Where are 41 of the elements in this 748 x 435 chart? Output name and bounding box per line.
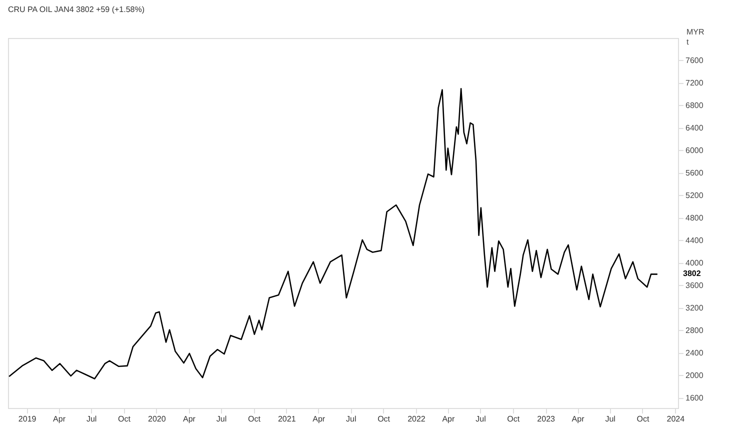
- x-tick-label: 2022: [408, 414, 426, 424]
- x-tick-label: Apr: [572, 414, 585, 424]
- x-tick-label: Jul: [605, 414, 616, 424]
- y-tick-label: 6400: [686, 123, 704, 132]
- y-tick-label: 7200: [686, 78, 704, 88]
- x-tick-label: 2023: [537, 414, 556, 424]
- x-tick-label: Apr: [442, 414, 455, 424]
- y-tick-label: 2400: [686, 348, 704, 358]
- chart-title: CRU PA OIL JAN4 3802 +59 (+1.58%): [8, 5, 145, 14]
- y-tick-label: 4800: [686, 213, 704, 222]
- y-tick-label: 5600: [686, 168, 704, 178]
- y-tick-label: 5200: [686, 190, 704, 200]
- x-tick-label: Oct: [248, 414, 262, 424]
- y-tick-label: 3200: [686, 303, 704, 312]
- y-tick-label: 7600: [686, 56, 704, 65]
- y-tick-label: 1600: [686, 393, 704, 402]
- y-tick-label: 2800: [686, 326, 704, 335]
- y-tick-label: 6800: [686, 100, 704, 110]
- x-tick-label: Oct: [378, 414, 391, 424]
- y-tick-label: 4000: [686, 258, 704, 268]
- y-tick-label: 4400: [686, 236, 704, 245]
- y-tick-label: 6000: [686, 146, 704, 155]
- y-tick-label: 2000: [686, 370, 704, 380]
- x-tick-label: Apr: [183, 414, 196, 424]
- x-tick-label: 2021: [278, 414, 296, 424]
- x-tick-label: 2024: [666, 414, 686, 424]
- x-tick-label: Oct: [118, 414, 132, 424]
- x-tick-label: Oct: [636, 414, 650, 424]
- x-tick-label: Jul: [216, 414, 227, 424]
- x-tick-label: Apr: [312, 414, 326, 424]
- x-tick-label: Jul: [346, 414, 356, 424]
- x-tick-label: 2019: [18, 414, 37, 424]
- x-tick-label: Jul: [476, 414, 486, 424]
- text: 3802: [683, 269, 702, 278]
- line-series: [8, 88, 658, 380]
- x-tick-label: Jul: [86, 414, 97, 424]
- x-tick-label: Apr: [53, 414, 66, 424]
- y-axis-title: MYR t: [686, 28, 704, 46]
- x-tick-label: Oct: [507, 414, 520, 424]
- y-tick-label: 3600: [686, 280, 704, 290]
- x-tick-label: 2020: [148, 414, 166, 424]
